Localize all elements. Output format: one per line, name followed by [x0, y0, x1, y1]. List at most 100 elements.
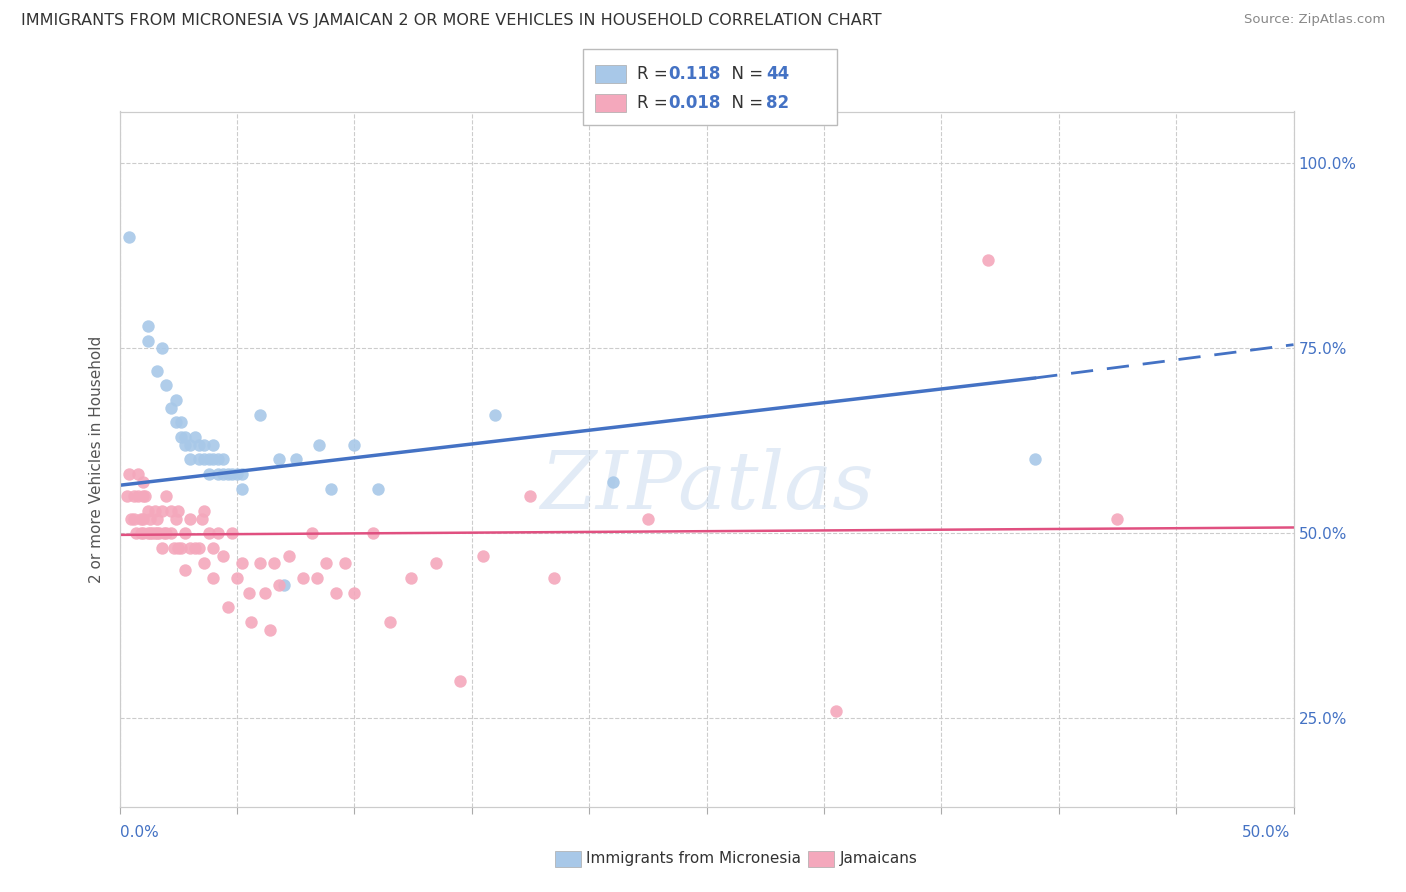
Point [221, 526, 243, 541]
Point [305, 571, 328, 585]
Point [325, 585, 347, 599]
Point [425, 556, 447, 570]
Text: 0.018: 0.018 [668, 94, 720, 112]
Point [399, 571, 422, 585]
Point [269, 578, 291, 592]
Point [155, 489, 177, 503]
Point [160, 504, 183, 518]
Text: 0.118: 0.118 [668, 65, 720, 83]
Point [207, 452, 229, 467]
Point [118, 467, 141, 482]
Point [197, 452, 219, 467]
Text: Immigrants from Micronesia: Immigrants from Micronesia [586, 851, 801, 865]
Point [193, 452, 215, 467]
Point [977, 252, 1000, 267]
Point [150, 504, 173, 518]
Point [162, 541, 184, 556]
Point [197, 467, 219, 482]
Point [179, 452, 201, 467]
Point [217, 600, 239, 615]
Text: R =: R = [637, 94, 673, 112]
Point [132, 526, 155, 541]
Point [136, 319, 159, 334]
Point [118, 230, 141, 244]
Point [484, 408, 506, 422]
Point [132, 511, 155, 525]
Point [165, 393, 187, 408]
Point [165, 416, 187, 430]
Point [217, 467, 239, 482]
Point [207, 467, 229, 482]
Point [225, 571, 249, 585]
Point [378, 615, 401, 630]
Point [132, 489, 155, 503]
Point [211, 467, 233, 482]
Point [308, 437, 330, 451]
Point [211, 549, 233, 563]
Point [211, 452, 233, 467]
Point [240, 615, 263, 630]
Text: Jamaicans: Jamaicans [839, 851, 917, 865]
Point [150, 541, 173, 556]
Point [129, 526, 152, 541]
Point [141, 526, 163, 541]
Point [153, 526, 176, 541]
Text: 50.0%: 50.0% [1243, 825, 1291, 839]
Point [122, 511, 145, 525]
Point [207, 526, 229, 541]
Point [155, 526, 177, 541]
Point [183, 430, 205, 444]
Point [231, 482, 253, 496]
Point [273, 578, 295, 592]
Point [115, 489, 138, 503]
Point [254, 585, 277, 599]
Point [301, 526, 323, 541]
Point [259, 623, 281, 637]
Point [197, 526, 219, 541]
Point [202, 571, 225, 585]
Point [120, 511, 142, 525]
Y-axis label: 2 or more Vehicles in Household: 2 or more Vehicles in Household [89, 335, 104, 583]
Point [319, 482, 342, 496]
Point [160, 526, 183, 541]
Point [249, 408, 271, 422]
Point [221, 467, 243, 482]
Point [238, 585, 260, 599]
Point [367, 482, 389, 496]
Point [146, 511, 169, 525]
Point [174, 430, 197, 444]
Point [361, 526, 384, 541]
Point [188, 437, 211, 451]
Point [343, 437, 366, 451]
Text: N =: N = [721, 65, 769, 83]
Point [146, 526, 169, 541]
Point [167, 541, 190, 556]
Point [148, 526, 170, 541]
Point [167, 504, 190, 518]
Point [231, 556, 253, 570]
Point [139, 526, 162, 541]
Text: N =: N = [721, 94, 769, 112]
Point [127, 489, 149, 503]
Point [155, 378, 177, 392]
Point [202, 541, 225, 556]
Point [637, 511, 659, 525]
Point [136, 334, 159, 348]
Point [449, 674, 471, 689]
Point [333, 556, 356, 570]
Point [202, 452, 225, 467]
Point [291, 571, 314, 585]
Point [824, 704, 846, 718]
Point [179, 511, 201, 525]
Point [315, 556, 337, 570]
Point [519, 489, 541, 503]
Text: ZIPatlas: ZIPatlas [540, 449, 873, 526]
Point [179, 437, 201, 451]
Point [284, 452, 307, 467]
Text: Source: ZipAtlas.com: Source: ZipAtlas.com [1244, 13, 1385, 27]
Point [193, 556, 215, 570]
Point [165, 511, 187, 525]
Text: 82: 82 [766, 94, 789, 112]
Point [225, 467, 249, 482]
Text: IMMIGRANTS FROM MICRONESIA VS JAMAICAN 2 OR MORE VEHICLES IN HOUSEHOLD CORRELATI: IMMIGRANTS FROM MICRONESIA VS JAMAICAN 2… [21, 13, 882, 29]
